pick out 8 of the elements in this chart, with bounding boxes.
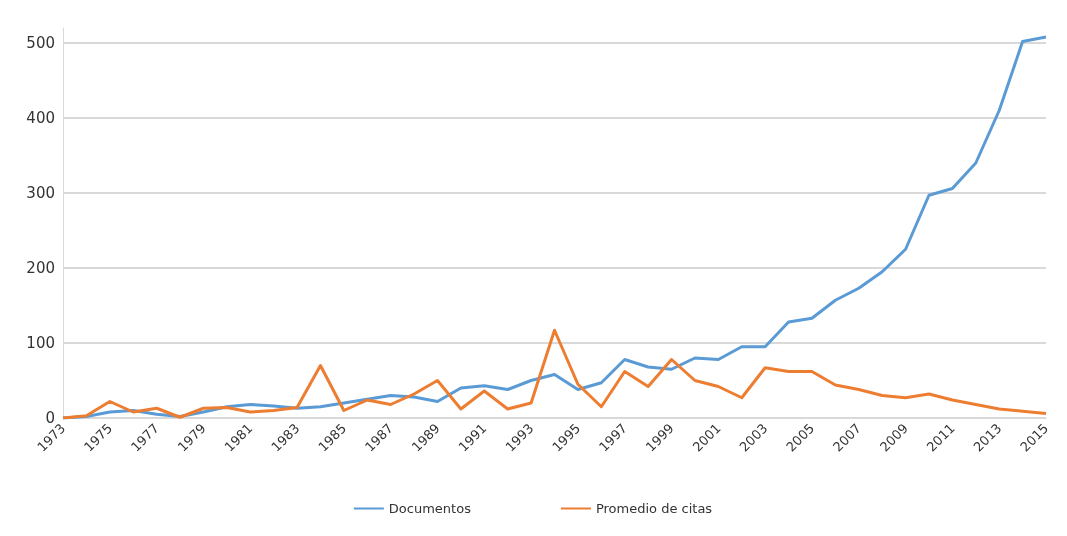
legend-label: Documentos	[388, 501, 472, 516]
y-tick-label: 100	[26, 334, 55, 352]
y-tick-label: 300	[26, 184, 55, 202]
y-tick-label: 400	[26, 109, 55, 127]
y-tick-label: 200	[26, 259, 55, 277]
legend-label: Promedio de citas	[595, 501, 713, 516]
y-tick-label: 500	[26, 34, 55, 52]
y-tick-label: 0	[45, 409, 55, 427]
